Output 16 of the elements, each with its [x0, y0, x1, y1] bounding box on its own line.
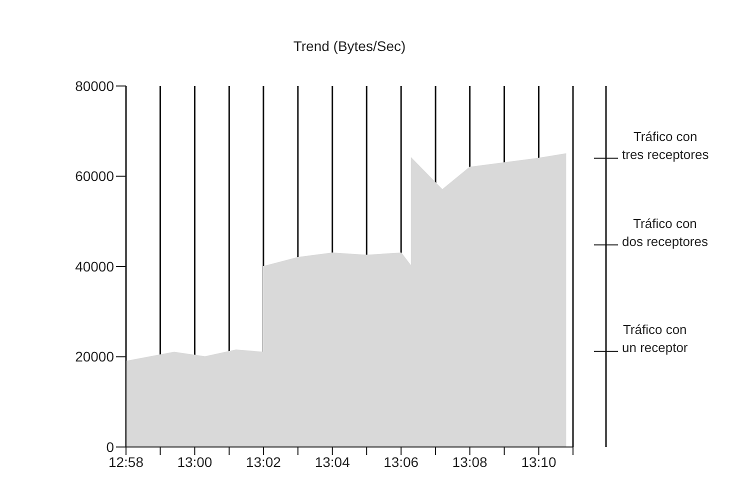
y-tick-label: 20000	[75, 348, 114, 365]
text: Tráfico con dos receptores	[622, 214, 708, 251]
text: Tráfico con tres receptores	[622, 128, 709, 164]
x-tick-label: 13:02	[246, 454, 282, 470]
text: Tráfico con un receptor	[622, 321, 688, 358]
y-tick-label: 0	[106, 438, 114, 455]
x-tick-label: 13:10	[521, 454, 556, 470]
y-tick-label: 60000	[75, 168, 114, 184]
chart-title: Trend (Bytes/Sec)	[292, 38, 407, 54]
x-tick-label: 13:08	[452, 454, 488, 470]
x-tick-label: 13:04	[314, 454, 350, 470]
x-tick-label: 12:58	[108, 454, 144, 470]
y-tick-label: 80000	[75, 78, 114, 94]
x-tick-label: 13:06	[384, 454, 419, 470]
x-tick-label: 13:00	[177, 454, 212, 470]
y-tick-label: 40000	[75, 258, 114, 274]
